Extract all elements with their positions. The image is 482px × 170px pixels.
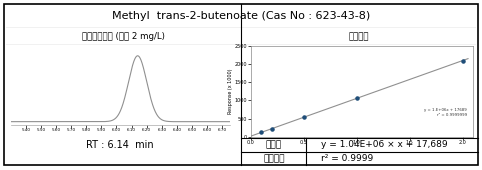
Text: r² = 0.9999: r² = 0.9999 — [321, 154, 373, 163]
Point — [353, 97, 361, 100]
Point — [268, 127, 276, 130]
Text: y = 1.04E+06 × x + 17,689: y = 1.04E+06 × x + 17,689 — [321, 140, 447, 149]
Text: 회귀식: 회귀식 — [266, 140, 282, 149]
Text: 크로마토그램 (농도 2 mg/L): 크로마토그램 (농도 2 mg/L) — [82, 32, 165, 41]
Y-axis label: Response (x 1000): Response (x 1000) — [228, 69, 233, 114]
Point — [459, 59, 467, 62]
Point — [300, 116, 308, 119]
Point — [257, 131, 265, 134]
Text: Methyl  trans-2-butenoate (Cas No : 623-43-8): Methyl trans-2-butenoate (Cas No : 623-4… — [112, 11, 370, 21]
Text: 상관계수: 상관계수 — [263, 154, 285, 163]
Text: y = 1.E+06x + 17689
r² = 0.9999999: y = 1.E+06x + 17689 r² = 0.9999999 — [424, 108, 467, 117]
Text: RT : 6.14  min: RT : 6.14 min — [86, 140, 154, 150]
Text: 검정공선: 검정공선 — [348, 32, 369, 41]
